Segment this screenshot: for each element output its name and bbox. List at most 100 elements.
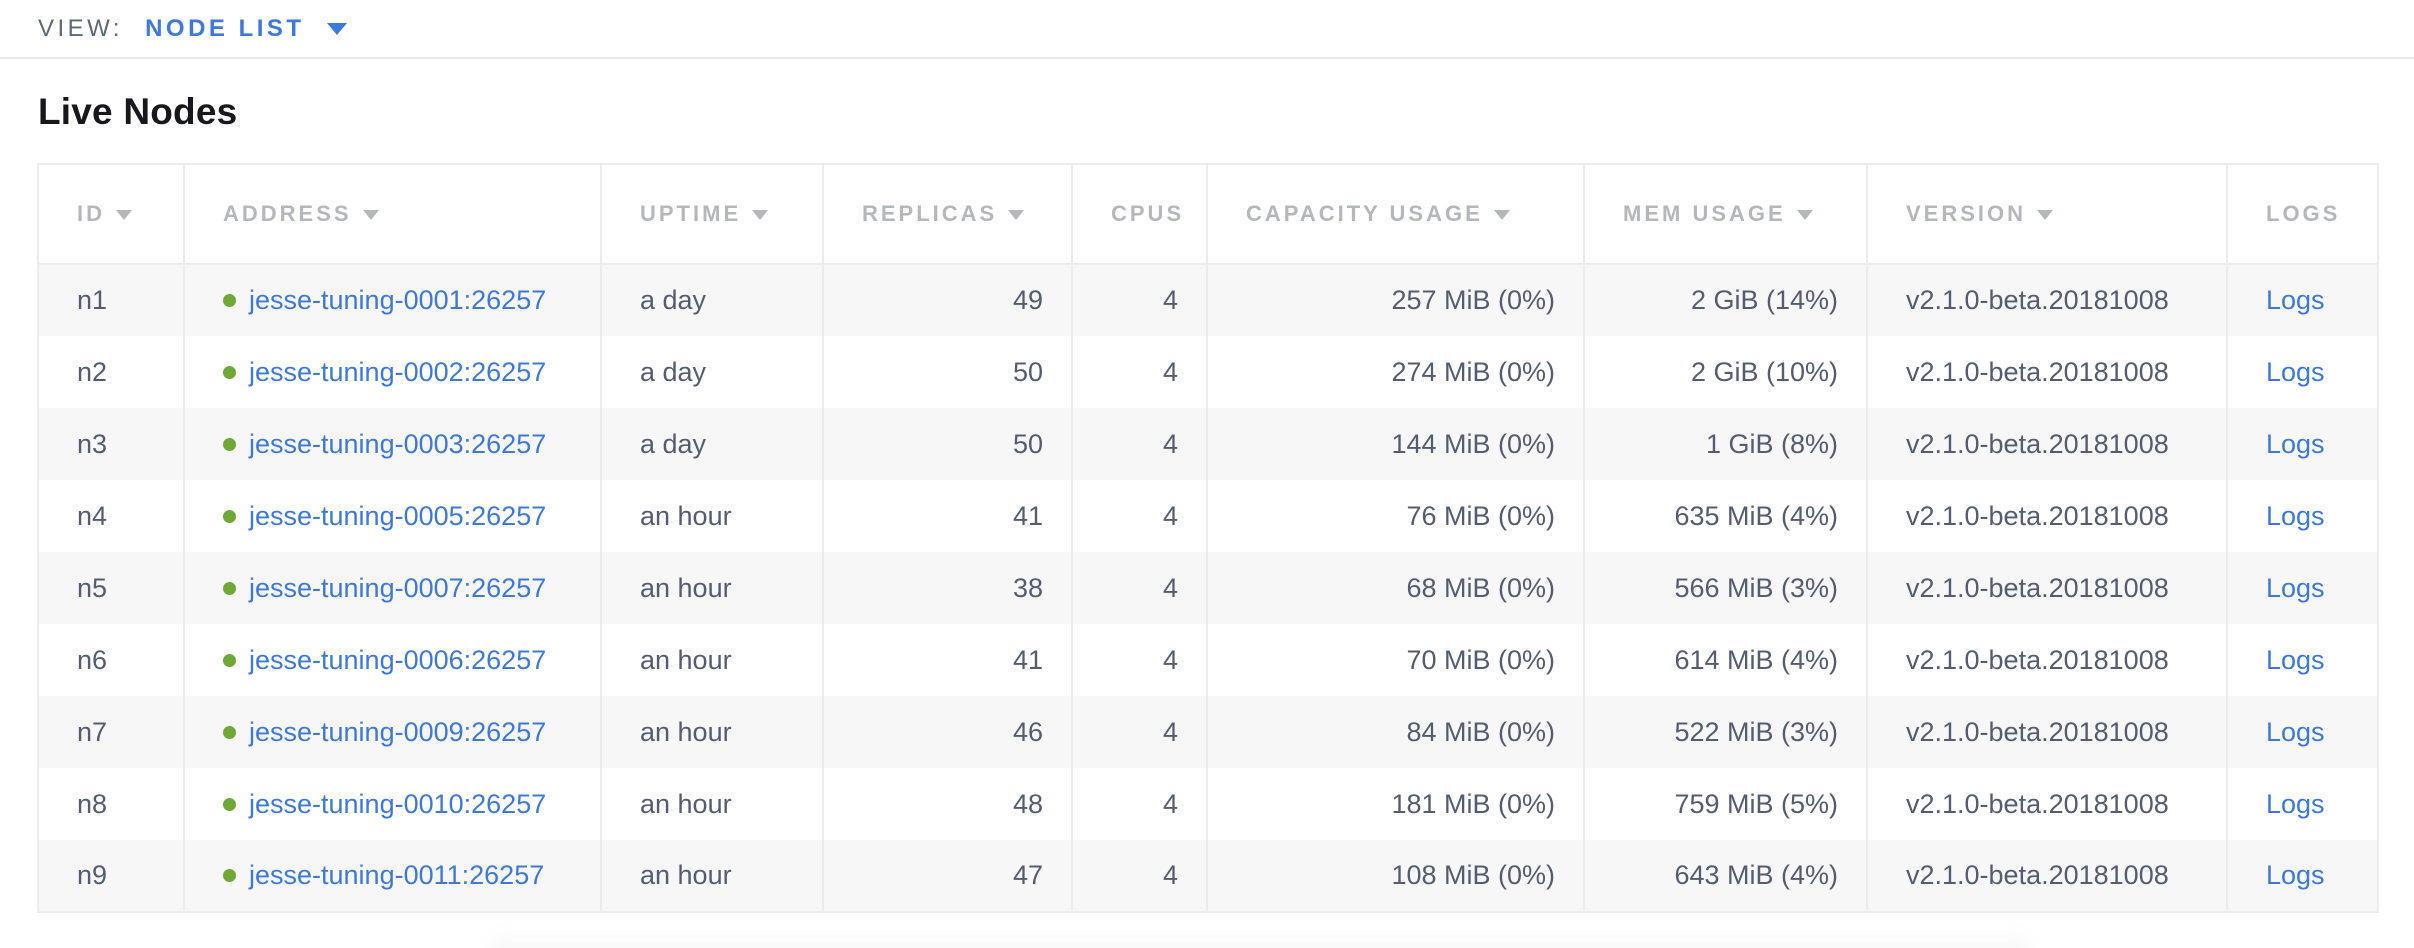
column-header-uptime[interactable]: UPTIME xyxy=(601,164,824,265)
cell-cpus: 4 xyxy=(1072,408,1208,480)
column-header-label: UPTIME xyxy=(640,201,742,226)
logs-link[interactable]: Logs xyxy=(2266,572,2325,603)
node-address-link[interactable]: jesse-tuning-0010:26257 xyxy=(249,788,547,819)
column-header-label: ADDRESS xyxy=(223,201,352,226)
chevron-down-icon xyxy=(326,22,347,35)
column-header-address[interactable]: ADDRESS xyxy=(184,164,602,265)
below-fold-shadow xyxy=(490,928,2030,948)
cell-logs: Logs xyxy=(2227,264,2378,336)
table-header-row: ID ADDRESS UPTIME REPLICAS CPUS CAPACITY USAG… xyxy=(38,164,2378,265)
cell-version: v2.1.0-beta.20181008 xyxy=(1867,552,2228,624)
table-body: n1 jesse-tuning-0001:26257 a day 49 4 257 MiB… xyxy=(38,264,2378,912)
cell-logs: Logs xyxy=(2227,552,2378,624)
cell-uptime: an hour xyxy=(601,768,824,840)
cell-mem: 614 MiB (4%) xyxy=(1584,624,1868,696)
logs-link[interactable]: Logs xyxy=(2266,356,2325,387)
live-nodes-table-container: ID ADDRESS UPTIME REPLICAS CPUS CAPACITY USAG… xyxy=(37,163,2379,913)
cell-logs: Logs xyxy=(2227,840,2378,912)
node-live-status-icon xyxy=(223,725,236,739)
cell-id: n9 xyxy=(38,840,185,912)
cell-logs: Logs xyxy=(2227,480,2378,552)
logs-link[interactable]: Logs xyxy=(2266,860,2325,890)
cell-cpus: 4 xyxy=(1072,768,1208,840)
logs-link[interactable]: Logs xyxy=(2266,285,2325,315)
cell-cpus: 4 xyxy=(1072,264,1208,336)
cell-address: jesse-tuning-0005:26257 xyxy=(184,480,602,552)
column-header-label: REPLICAS xyxy=(862,201,998,226)
page-title: Live Nodes xyxy=(38,91,238,132)
node-live-status-icon xyxy=(223,365,236,379)
cell-capacity: 70 MiB (0%) xyxy=(1207,624,1585,696)
cell-address: jesse-tuning-0003:26257 xyxy=(184,408,602,480)
cell-cpus: 4 xyxy=(1072,552,1208,624)
cell-capacity: 68 MiB (0%) xyxy=(1207,552,1585,624)
cell-mem: 2 GiB (14%) xyxy=(1584,264,1868,336)
column-header-cpus[interactable]: CPUS xyxy=(1072,164,1208,265)
logs-link[interactable]: Logs xyxy=(2266,500,2325,531)
cell-id: n7 xyxy=(38,696,185,768)
live-nodes-table: ID ADDRESS UPTIME REPLICAS CPUS CAPACITY USAG… xyxy=(37,163,2379,913)
cell-version: v2.1.0-beta.20181008 xyxy=(1867,768,2228,840)
cell-replicas: 50 xyxy=(823,408,1073,480)
column-header-logs[interactable]: LOGS xyxy=(2227,164,2378,265)
cell-mem: 522 MiB (3%) xyxy=(1584,696,1868,768)
cell-capacity: 84 MiB (0%) xyxy=(1207,696,1585,768)
logs-link[interactable]: Logs xyxy=(2266,788,2325,819)
logs-link[interactable]: Logs xyxy=(2266,428,2325,459)
cell-capacity: 108 MiB (0%) xyxy=(1207,840,1585,912)
sort-desc-arrow-icon xyxy=(752,210,769,220)
cell-logs: Logs xyxy=(2227,768,2378,840)
column-header-label: MEM USAGE xyxy=(1623,201,1786,226)
cell-replicas: 41 xyxy=(823,624,1073,696)
cell-cpus: 4 xyxy=(1072,840,1208,912)
cell-id: n6 xyxy=(38,624,185,696)
node-address-link[interactable]: jesse-tuning-0005:26257 xyxy=(249,500,547,531)
node-address-link[interactable]: jesse-tuning-0011:26257 xyxy=(249,860,545,890)
logs-link[interactable]: Logs xyxy=(2266,644,2325,675)
node-address-link[interactable]: jesse-tuning-0001:26257 xyxy=(249,285,547,315)
node-live-status-icon xyxy=(223,509,236,523)
table-row: n3 jesse-tuning-0003:26257 a day 50 4 144 MiB… xyxy=(38,408,2378,480)
cell-version: v2.1.0-beta.20181008 xyxy=(1867,840,2228,912)
view-selector-dropdown[interactable]: NODE LIST xyxy=(145,15,347,43)
cell-version: v2.1.0-beta.20181008 xyxy=(1867,624,2228,696)
view-selector-value: NODE LIST xyxy=(145,14,305,42)
node-address-link[interactable]: jesse-tuning-0002:26257 xyxy=(249,356,547,387)
cell-logs: Logs xyxy=(2227,336,2378,408)
sort-desc-arrow-icon xyxy=(116,210,132,220)
cell-id: n3 xyxy=(38,408,185,480)
cell-version: v2.1.0-beta.20181008 xyxy=(1867,264,2228,336)
column-header-capacity[interactable]: CAPACITY USAGE xyxy=(1207,164,1585,265)
node-live-status-icon xyxy=(223,294,236,307)
cell-id: n4 xyxy=(38,480,185,552)
column-header-version[interactable]: VERSION xyxy=(1867,164,2228,265)
table-row: n7 jesse-tuning-0009:26257 an hour 46 4 84 Mi… xyxy=(38,696,2378,768)
node-address-link[interactable]: jesse-tuning-0003:26257 xyxy=(249,428,547,459)
column-header-mem[interactable]: MEM USAGE xyxy=(1584,164,1868,265)
cell-mem: 635 MiB (4%) xyxy=(1584,480,1868,552)
cell-uptime: an hour xyxy=(601,696,824,768)
column-header-id[interactable]: ID xyxy=(38,164,185,265)
cell-version: v2.1.0-beta.20181008 xyxy=(1867,408,2228,480)
sort-desc-arrow-icon xyxy=(1493,210,1510,220)
cell-version: v2.1.0-beta.20181008 xyxy=(1867,480,2228,552)
cell-id: n1 xyxy=(38,264,185,336)
cell-replicas: 47 xyxy=(823,840,1073,912)
cell-logs: Logs xyxy=(2227,696,2378,768)
sort-desc-arrow-icon xyxy=(362,210,379,220)
cell-capacity: 76 MiB (0%) xyxy=(1207,480,1585,552)
node-address-link[interactable]: jesse-tuning-0007:26257 xyxy=(249,572,547,603)
cell-mem: 566 MiB (3%) xyxy=(1584,552,1868,624)
node-address-link[interactable]: jesse-tuning-0006:26257 xyxy=(249,644,547,675)
cell-address: jesse-tuning-0002:26257 xyxy=(184,336,602,408)
column-header-label: ID xyxy=(77,201,105,226)
node-address-link[interactable]: jesse-tuning-0009:26257 xyxy=(249,716,547,747)
column-header-replicas[interactable]: REPLICAS xyxy=(823,164,1073,265)
table-row: n8 jesse-tuning-0010:26257 an hour 48 4 181 M… xyxy=(38,768,2378,840)
cell-uptime: a day xyxy=(601,264,824,336)
cell-mem: 2 GiB (10%) xyxy=(1584,336,1868,408)
cell-version: v2.1.0-beta.20181008 xyxy=(1867,336,2228,408)
sort-desc-arrow-icon xyxy=(2037,210,2054,220)
sort-desc-arrow-icon xyxy=(1796,210,1813,220)
logs-link[interactable]: Logs xyxy=(2266,716,2325,747)
